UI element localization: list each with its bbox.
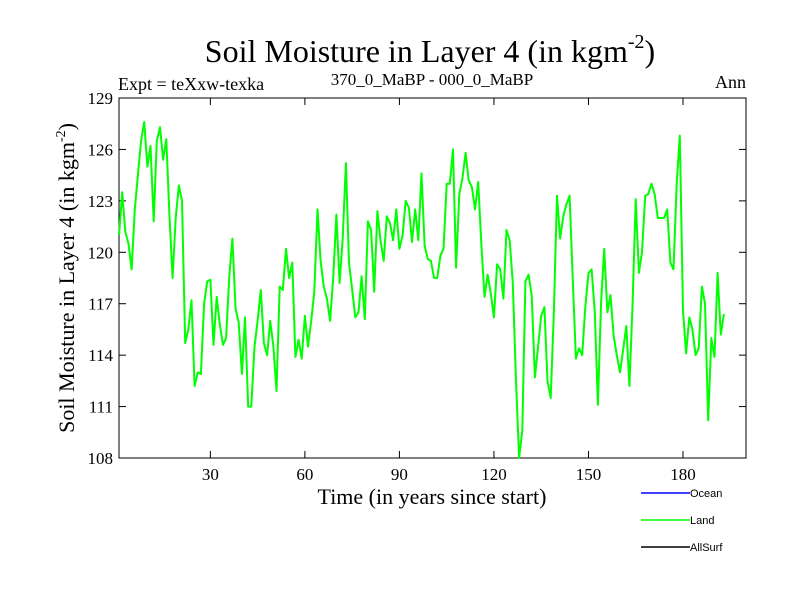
- plot-area: [118, 97, 747, 459]
- y-tick-label: 108: [88, 449, 114, 468]
- x-axis: 30 60 90 120 150 180: [202, 98, 696, 484]
- y-axis: 108 111 114 117 120 123 126 129: [88, 89, 746, 468]
- x-tick-label: 150: [576, 465, 602, 484]
- legend-land-label: Land: [690, 515, 714, 527]
- y-tick-label: 117: [88, 295, 113, 314]
- y-tick-label: 120: [88, 243, 114, 262]
- subtitle-right: Ann: [715, 72, 746, 92]
- x-tick-label: 180: [670, 465, 696, 484]
- x-axis-label: Time (in years since start): [318, 484, 547, 509]
- x-tick-label: 90: [391, 465, 408, 484]
- y-tick-label: 111: [89, 398, 113, 417]
- y-tick-label: 114: [88, 346, 113, 365]
- legend: Ocean Land AllSurf: [641, 488, 723, 554]
- legend-ocean-label: Ocean: [690, 488, 722, 500]
- x-tick-label: 60: [296, 465, 313, 484]
- x-tick-label: 30: [202, 465, 219, 484]
- y-tick-label: 123: [88, 192, 114, 211]
- land-series-line: [118, 121, 725, 459]
- legend-allsurf-label: AllSurf: [690, 542, 723, 554]
- x-tick-label: 120: [481, 465, 507, 484]
- y-tick-label: 129: [88, 89, 114, 108]
- y-axis-label: Soil Moisture in Layer 4 (in kgm-2): [54, 123, 79, 433]
- y-tick-label: 126: [88, 140, 114, 159]
- subtitle-center: 370_0_MaBP - 000_0_MaBP: [331, 70, 533, 89]
- subtitle-left: Expt = teXxw-texka: [118, 74, 264, 94]
- chart-title: Soil Moisture in Layer 4 (in kgm-2): [205, 31, 655, 69]
